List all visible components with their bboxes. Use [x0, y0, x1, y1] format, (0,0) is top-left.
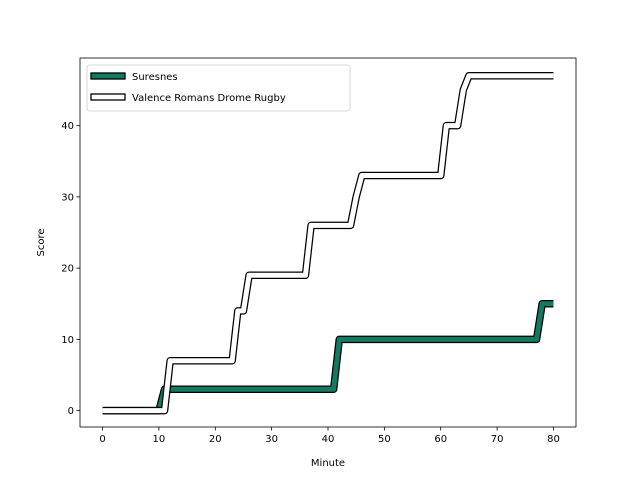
legend-label-0: Suresnes	[132, 72, 178, 83]
x-tick-label: 40	[322, 434, 335, 445]
x-tick-label: 60	[434, 434, 447, 445]
series-layer	[102, 72, 554, 415]
x-tick-label: 70	[491, 434, 504, 445]
x-tick-label: 80	[547, 434, 560, 445]
y-axis: 0 10 20 30 40	[61, 121, 80, 417]
x-tick-label: 50	[378, 434, 391, 445]
x-tick-label: 10	[153, 434, 166, 445]
series-line-1	[102, 73, 554, 414]
x-tick-label: 0	[99, 434, 105, 445]
x-tick-label: 30	[265, 434, 278, 445]
y-tick-label: 40	[61, 121, 74, 132]
y-tick-label: 30	[61, 192, 74, 203]
legend: Suresnes Valence Romans Drome Rugby	[86, 64, 351, 112]
y-tick-label: 10	[61, 335, 74, 346]
x-tick-label: 20	[209, 434, 222, 445]
y-tick-label: 20	[61, 264, 74, 275]
legend-swatch-0	[90, 72, 126, 80]
plot-area	[80, 58, 576, 427]
legend-swatch-1	[90, 93, 126, 101]
y-tick-label: 0	[68, 406, 74, 417]
legend-box	[86, 64, 351, 112]
x-axis: 0 10 20 30 40 50 60 70 80	[99, 427, 560, 445]
y-axis-label: Score	[36, 228, 47, 256]
legend-label-1: Valence Romans Drome Rugby	[132, 93, 286, 104]
x-axis-label: Minute	[311, 458, 345, 469]
